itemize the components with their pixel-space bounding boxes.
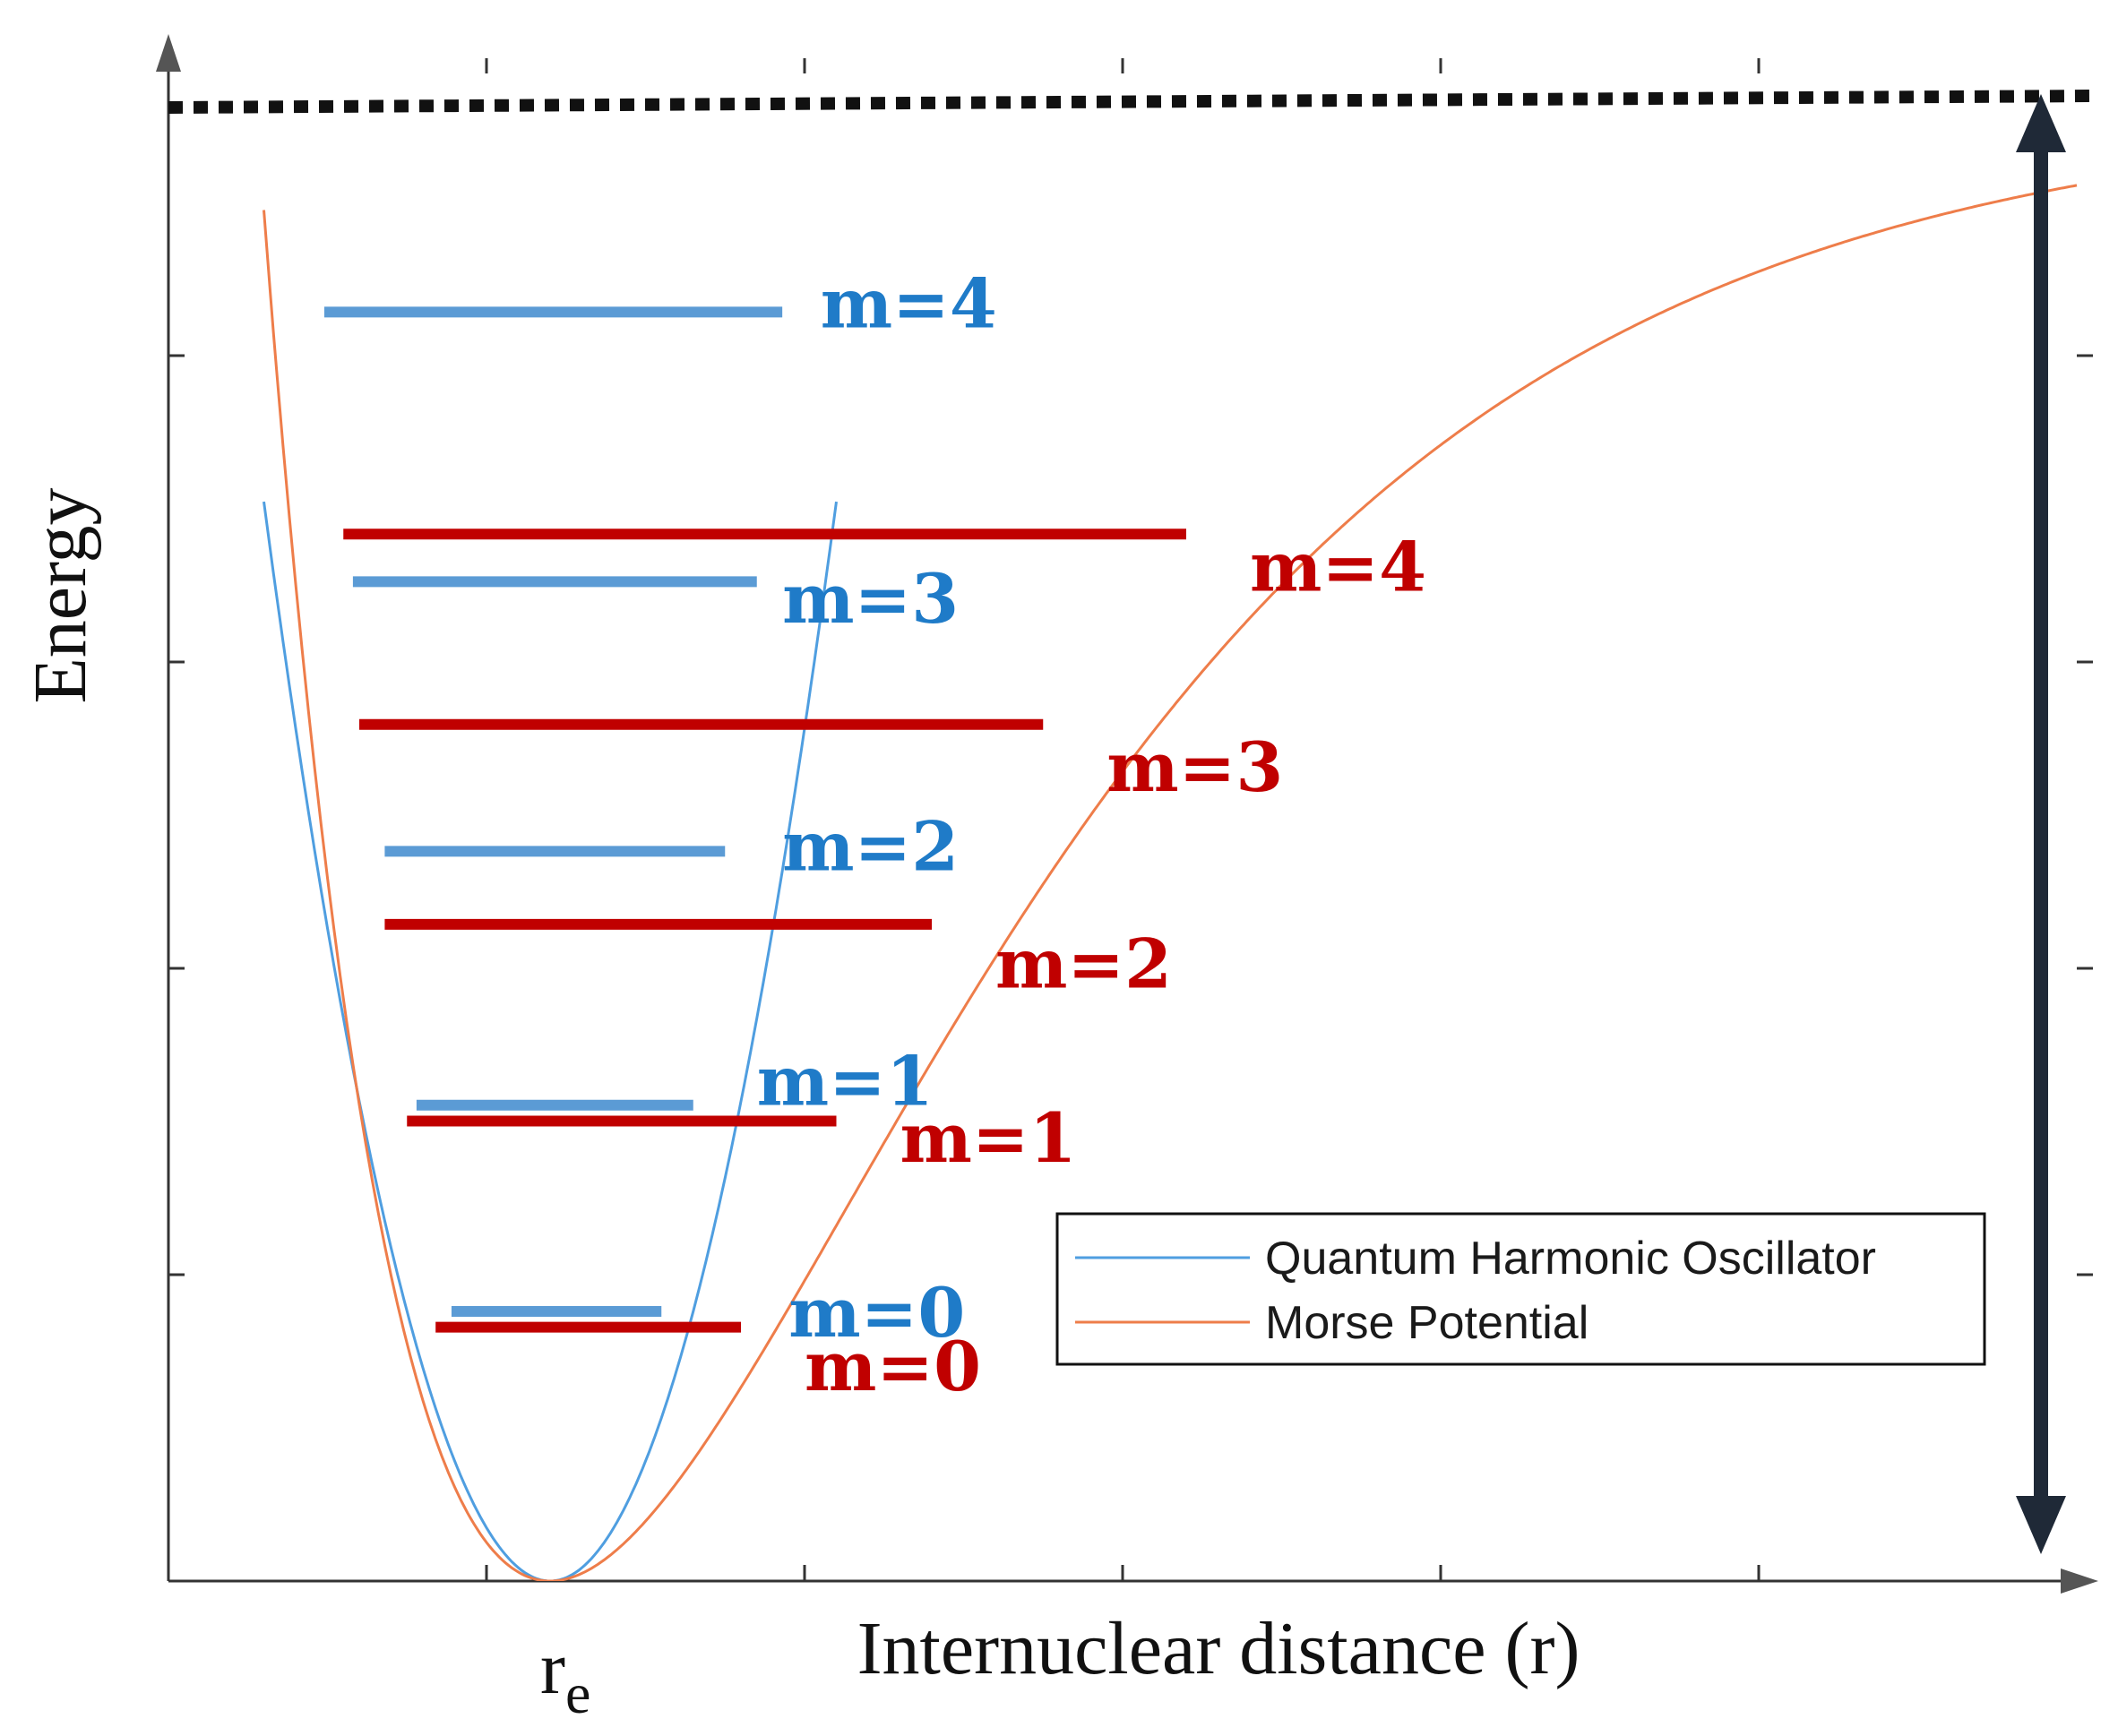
axis-ticks (168, 58, 2093, 1581)
legend-label-morse: Morse Potential (1265, 1297, 1588, 1349)
morse-level-label: m=0 (805, 1327, 981, 1406)
qho-level-label: m=0 (788, 1273, 965, 1353)
morse-level-label: m=3 (1106, 727, 1283, 807)
qho-level-label: m=3 (782, 559, 959, 639)
morse-level-label: m=4 (1250, 528, 1426, 607)
arrow-down-icon (2016, 1496, 2066, 1554)
legend-label-qho: Quantum Harmonic Oscillator (1265, 1233, 1876, 1285)
x-axis-arrow-icon (2061, 1568, 2098, 1594)
qho-level-label: m=1 (757, 1041, 934, 1121)
legend: Quantum Harmonic Oscillator Morse Potent… (1055, 1212, 1986, 1366)
re-subscript: e (565, 1662, 590, 1725)
dissociation-line (168, 90, 2099, 114)
morse-level-label: m=2 (995, 924, 1172, 1003)
re-annotation: re (540, 1627, 590, 1725)
legend-box (1055, 1212, 1986, 1366)
re-symbol: r (540, 1627, 565, 1710)
x-axis-title: Internuclear distance (r) (857, 1607, 1580, 1690)
qho-level-label: m=2 (782, 806, 959, 886)
arrow-up-icon (2016, 94, 2066, 152)
energy-levels: m=0 m=1 m=2 m=3 m=4 m=0 m=1 m=2 m=3 m=4 (323, 264, 1426, 1406)
morse-curve (263, 184, 2078, 1581)
qho-level-label: m=4 (821, 264, 997, 344)
axes (156, 34, 2098, 1594)
morse-level-label: m=1 (900, 1098, 1077, 1178)
y-axis-title: Energy (19, 487, 102, 703)
y-axis-arrow-icon (156, 34, 181, 72)
dissociation-energy-arrow (2016, 94, 2066, 1554)
